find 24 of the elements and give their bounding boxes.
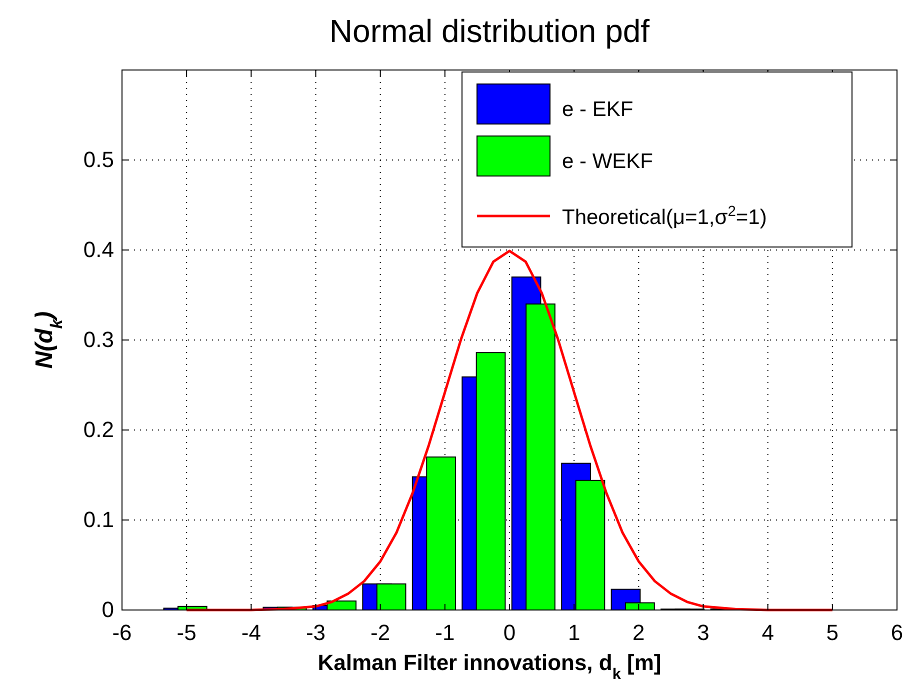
y-tick-label: 0.4: [83, 237, 114, 262]
x-tick-label: -3: [306, 620, 326, 645]
y-tick-label: 0.1: [83, 507, 114, 532]
y-tick-label: 0.2: [83, 417, 114, 442]
legend-label: Theoretical(μ=1,σ$^{2}$=1): [562, 204, 767, 229]
x-tick-label: 1: [568, 620, 580, 645]
x-tick-label: -2: [370, 620, 390, 645]
x-tick-label: -6: [112, 620, 132, 645]
y-tick-label: 0.5: [83, 147, 114, 172]
y-tick-label: 0.3: [83, 327, 114, 352]
chart-title: Normal distribution pdf: [329, 13, 650, 49]
x-tick-label: 3: [697, 620, 710, 645]
x-tick-label: 2: [632, 620, 645, 645]
y-tick-label: 0: [102, 597, 114, 622]
x-tick-label: 5: [826, 620, 839, 645]
x-tick-label: 6: [890, 620, 904, 645]
x-tick-label: -4: [241, 620, 261, 645]
x-tick-label: 0: [503, 620, 516, 645]
legend-label: e - WEKF: [562, 150, 654, 173]
legend-label: e - EKF: [562, 98, 634, 121]
x-tick-label: -1: [435, 620, 455, 645]
x-axis-title: Kalman Filter innovations, d$_{k}$ [m]: [318, 650, 662, 682]
x-tick-label: 4: [762, 620, 774, 645]
x-tick-label: -5: [176, 620, 196, 645]
